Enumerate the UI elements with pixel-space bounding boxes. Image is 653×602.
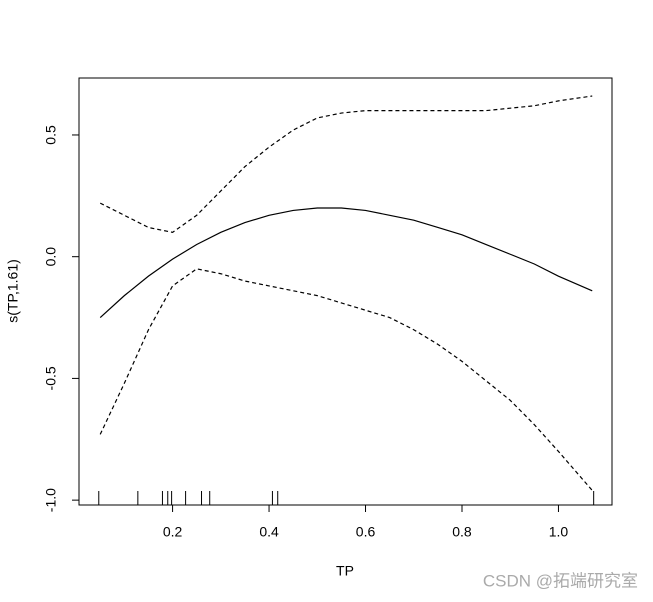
fit-line: [99, 207, 593, 318]
plot-frame: [78, 77, 613, 506]
x-tick-label: 0.8: [452, 524, 472, 540]
confidence-band: [99, 95, 593, 233]
y-tick-label: -0.5: [43, 366, 59, 390]
x-tick-label: 0.2: [163, 524, 183, 540]
y-tick-label: 0.5: [43, 125, 59, 145]
y-tick-label: 0.0: [43, 247, 59, 267]
x-axis-label: TP: [336, 563, 354, 579]
x-tick-label: 0.4: [259, 524, 279, 540]
x-tick-label: 1.0: [549, 524, 569, 540]
y-axis-label: s(TP,1.61): [5, 259, 21, 323]
watermark: CSDN @拓端研究室: [483, 571, 638, 590]
x-tick-label: 0.6: [356, 524, 376, 540]
confidence-band: [99, 268, 593, 491]
y-tick-label: -1.0: [43, 488, 59, 512]
